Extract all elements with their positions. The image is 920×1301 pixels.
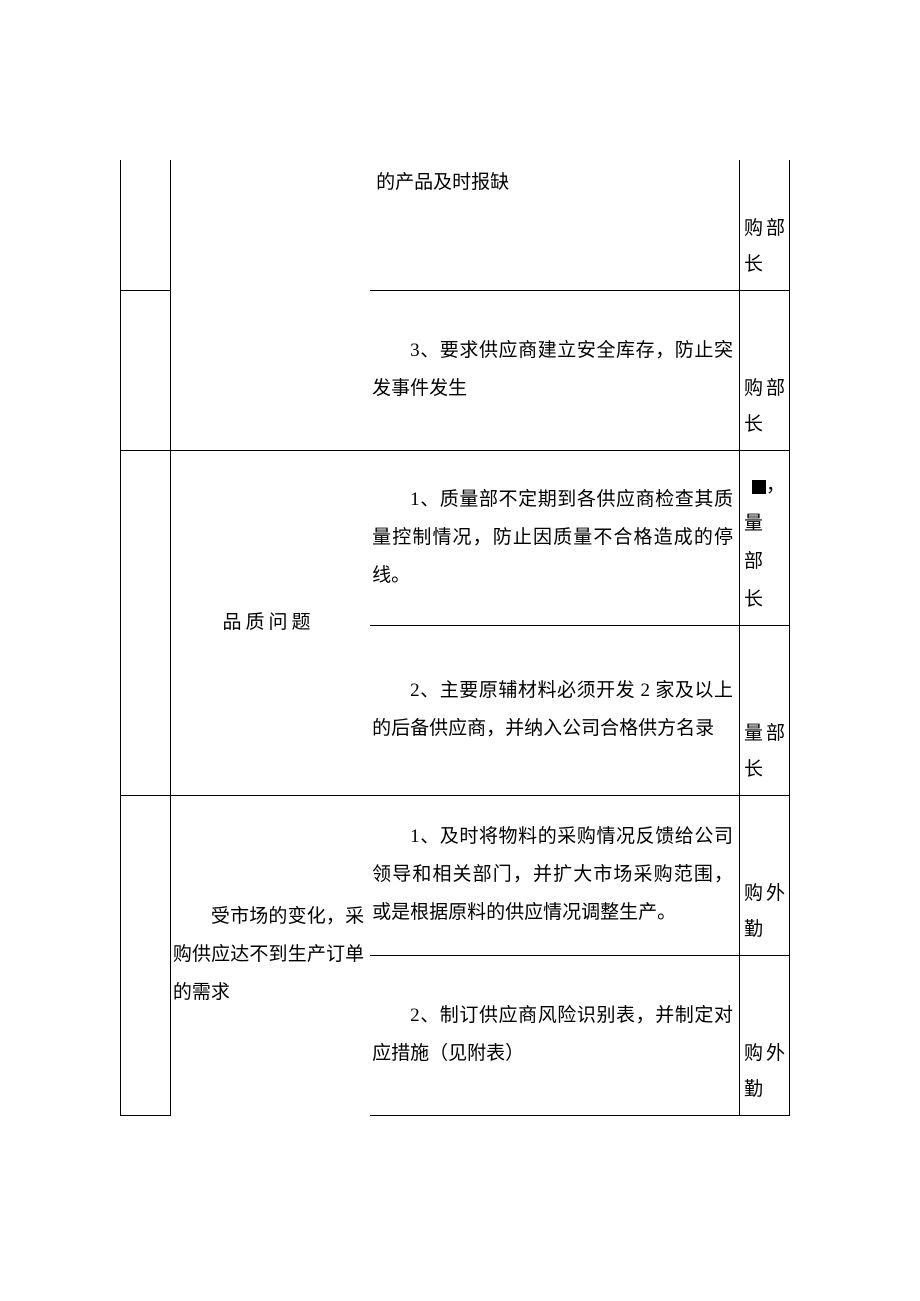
cell-c-4: 2、主要原辅材料必须开发 2 家及以上的后备供应商，并纳入公司合格供方名录 xyxy=(370,625,739,795)
char: 量 xyxy=(744,716,763,752)
cell-c-2: 3、要求供应商建立安全库存，防止突发事件发生 xyxy=(370,290,739,450)
document-table: 的产品及时报缺 购 部 长 3、要求供应商建立安全库存，防止突发事件发生 xyxy=(120,160,790,1116)
cell-a-1 xyxy=(121,160,171,290)
cell-d-2: 购 部 长 xyxy=(739,290,789,450)
text: 品质问题 xyxy=(222,612,314,633)
cell-b-1 xyxy=(170,160,370,290)
char: 长 xyxy=(744,254,763,275)
char: 购 xyxy=(744,371,763,407)
black-square-icon xyxy=(752,480,766,494)
text: 1、质量部不定期到各供应商检查其质量控制情况，防止因质量不合格造成的停线。 xyxy=(372,489,733,586)
table-row: 品质问题 1、质量部不定期到各供应商检查其质量控制情况，防止因质量不合格造成的停… xyxy=(121,450,790,625)
text: 的产品及时报缺 xyxy=(376,172,509,193)
cell-c-5: 1、及时将物料的采购情况反馈给公司领导和相关部门，并扩大市场采购范围，或是根据原… xyxy=(370,795,739,955)
char: 部 xyxy=(744,551,763,572)
char: 勤 xyxy=(744,919,763,940)
text: 3、要求供应商建立安全库存，防止突发事件发生 xyxy=(372,340,733,399)
cell-b-2 xyxy=(170,290,370,450)
char: 购 xyxy=(744,1036,763,1072)
char: 部 xyxy=(766,716,785,752)
text: 2、制订供应商风险识别表，并制定对应措施（见附表） xyxy=(372,1005,733,1064)
text: 1、及时将物料的采购情况反馈给公司领导和相关部门，并扩大市场采购范围，或是根据原… xyxy=(372,826,733,923)
char: 长 xyxy=(744,589,763,610)
cell-d-1: 购 部 长 xyxy=(739,160,789,290)
cell-d-5: 购 外 勤 xyxy=(739,795,789,955)
cell-b-3: 品质问题 xyxy=(170,450,370,795)
char: 外 xyxy=(766,1036,785,1072)
char: 外 xyxy=(766,876,785,912)
char: 勤 xyxy=(744,1079,763,1100)
table-row: 3、要求供应商建立安全库存，防止突发事件发生 购 部 长 xyxy=(121,290,790,450)
cell-d-3: ， 量 部 长 xyxy=(739,450,789,625)
char: 量 xyxy=(744,513,763,534)
cell-a-3 xyxy=(121,450,171,625)
table-row: 受市场的变化，采购供应达不到生产订单的需求 1、及时将物料的采购情况反馈给公司领… xyxy=(121,795,790,955)
cell-d-4: 量 部 长 xyxy=(739,625,789,795)
cell-c-6: 2、制订供应商风险识别表，并制定对应措施（见附表） xyxy=(370,955,739,1115)
cell-a-4 xyxy=(121,625,171,795)
cell-d-6: 购 外 勤 xyxy=(739,955,789,1115)
char: ， xyxy=(766,475,785,496)
cell-b-5: 受市场的变化，采购供应达不到生产订单的需求 xyxy=(170,795,370,1115)
cell-c-1: 的产品及时报缺 xyxy=(370,160,739,290)
char: 购 xyxy=(744,876,763,912)
text: 受市场的变化，采购供应达不到生产订单的需求 xyxy=(173,906,364,1003)
cell-c-3: 1、质量部不定期到各供应商检查其质量控制情况，防止因质量不合格造成的停线。 xyxy=(370,450,739,625)
char: 购 xyxy=(744,211,763,247)
cell-a-2 xyxy=(121,290,171,450)
char: 长 xyxy=(744,414,763,435)
text: 2、主要原辅材料必须开发 2 家及以上的后备供应商，并纳入公司合格供方名录 xyxy=(372,680,733,739)
char: 部 xyxy=(766,371,785,407)
char: 长 xyxy=(744,759,763,780)
cell-a-5 xyxy=(121,795,171,955)
cell-a-6 xyxy=(121,955,171,1115)
char: 部 xyxy=(766,211,785,247)
table-row: 的产品及时报缺 购 部 长 xyxy=(121,160,790,290)
